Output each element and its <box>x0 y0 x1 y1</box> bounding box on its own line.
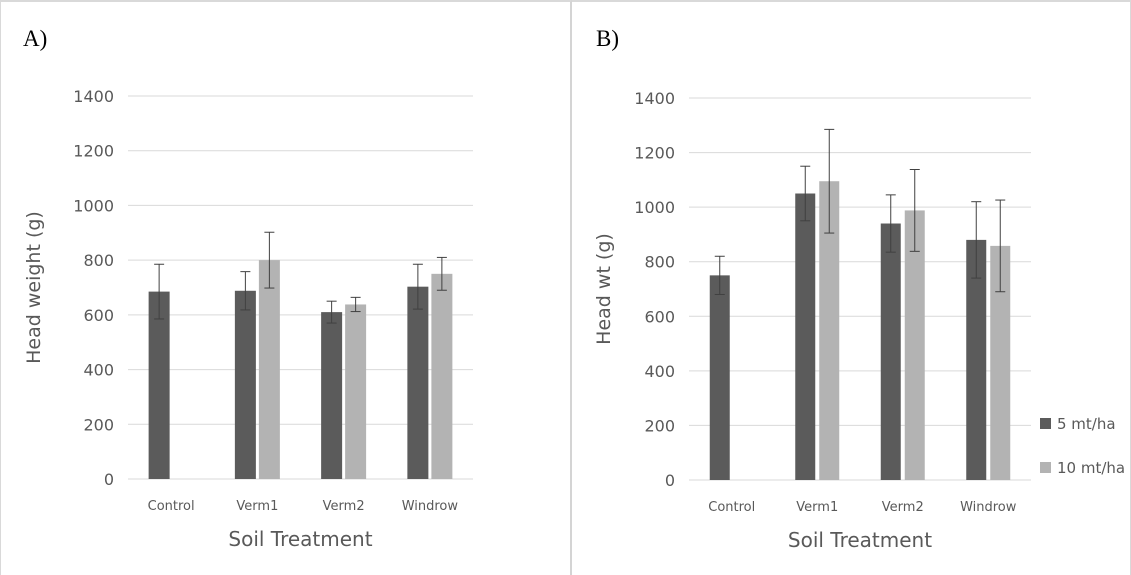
chart-b-ytick-label: 600 <box>644 307 675 326</box>
chart-a-bar <box>345 304 367 479</box>
chart-b-ytick-label: 200 <box>644 416 675 435</box>
chart-b-ytick-label: 1200 <box>634 144 675 163</box>
chart-b-bar <box>904 210 925 480</box>
chart-a-ytick-label: 600 <box>83 306 114 325</box>
chart-b-category-label: Windrow <box>960 500 1017 515</box>
chart-b-legend-label: 5 mt/ha <box>1057 415 1116 433</box>
chart-a-ytick-label: 200 <box>83 415 114 434</box>
chart-a-ytick-label: 400 <box>83 361 114 380</box>
chart-a-ytick-label: 800 <box>83 251 114 270</box>
chart-b-svg: 0 200 400 600 800 1000 1200 1400 Control Verm1 Ver… <box>593 89 1125 552</box>
chart-panel-a: A) 0 200 400 600 800 1000 1200 1400 Control Verm1… <box>0 0 572 575</box>
chart-b-y-axis-title: Head wt (g) <box>593 233 615 345</box>
chart-a-ytick-label: 1400 <box>73 87 114 106</box>
chart-b-bar <box>709 275 730 480</box>
chart-a-bar <box>258 260 280 479</box>
chart-b-ytick-label: 1000 <box>634 198 675 217</box>
chart-panel-b: B) 0 200 400 600 800 1000 1200 1400 Control Verm1… <box>572 0 1131 575</box>
chart-b-ytick-label: 800 <box>644 253 675 272</box>
chart-a-y-axis-title: Head weight (g) <box>23 211 45 364</box>
chart-b-ytick-label: 0 <box>665 471 675 490</box>
chart-b-ytick-label: 1400 <box>634 89 675 108</box>
chart-b-bar <box>966 239 987 480</box>
chart-a-bar <box>234 290 256 479</box>
chart-b-bar <box>880 223 901 480</box>
chart-a-category-label: Control <box>148 499 195 514</box>
chart-a-category-label: Windrow <box>402 499 459 514</box>
chart-a-ytick-label: 1200 <box>73 142 114 161</box>
chart-a-bar <box>148 291 170 479</box>
chart-a-category-label: Verm2 <box>323 499 365 514</box>
chart-a-ytick-label: 0 <box>104 470 114 489</box>
chart-b-bar <box>819 181 840 480</box>
chart-b-category-label: Verm1 <box>796 500 838 515</box>
chart-b-category-label: Control <box>708 500 755 515</box>
chart-b-legend-label: 10 mt/ha <box>1057 459 1125 477</box>
chart-a-ytick-label: 1000 <box>73 196 114 215</box>
chart-a-bar <box>321 312 343 479</box>
chart-b-category-label: Verm2 <box>882 500 924 515</box>
chart-a-bar <box>431 273 453 479</box>
chart-a-svg: 0 200 400 600 800 1000 1200 1400 Control Verm1 Ver… <box>23 87 473 551</box>
chart-a-category-label: Verm1 <box>236 499 278 514</box>
chart-b-x-axis-title: Soil Treatment <box>788 528 932 552</box>
chart-b-legend-swatch <box>1040 418 1051 429</box>
chart-b-legend-swatch <box>1040 462 1051 473</box>
chart-a-x-axis-title: Soil Treatment <box>228 527 372 551</box>
chart-b-bar <box>795 193 816 480</box>
panel-label-b: B) <box>596 26 619 51</box>
chart-b-bar <box>990 245 1011 480</box>
chart-a-bar <box>407 286 429 479</box>
panel-label-a: A) <box>23 26 48 51</box>
chart-b-ytick-label: 400 <box>644 362 675 381</box>
